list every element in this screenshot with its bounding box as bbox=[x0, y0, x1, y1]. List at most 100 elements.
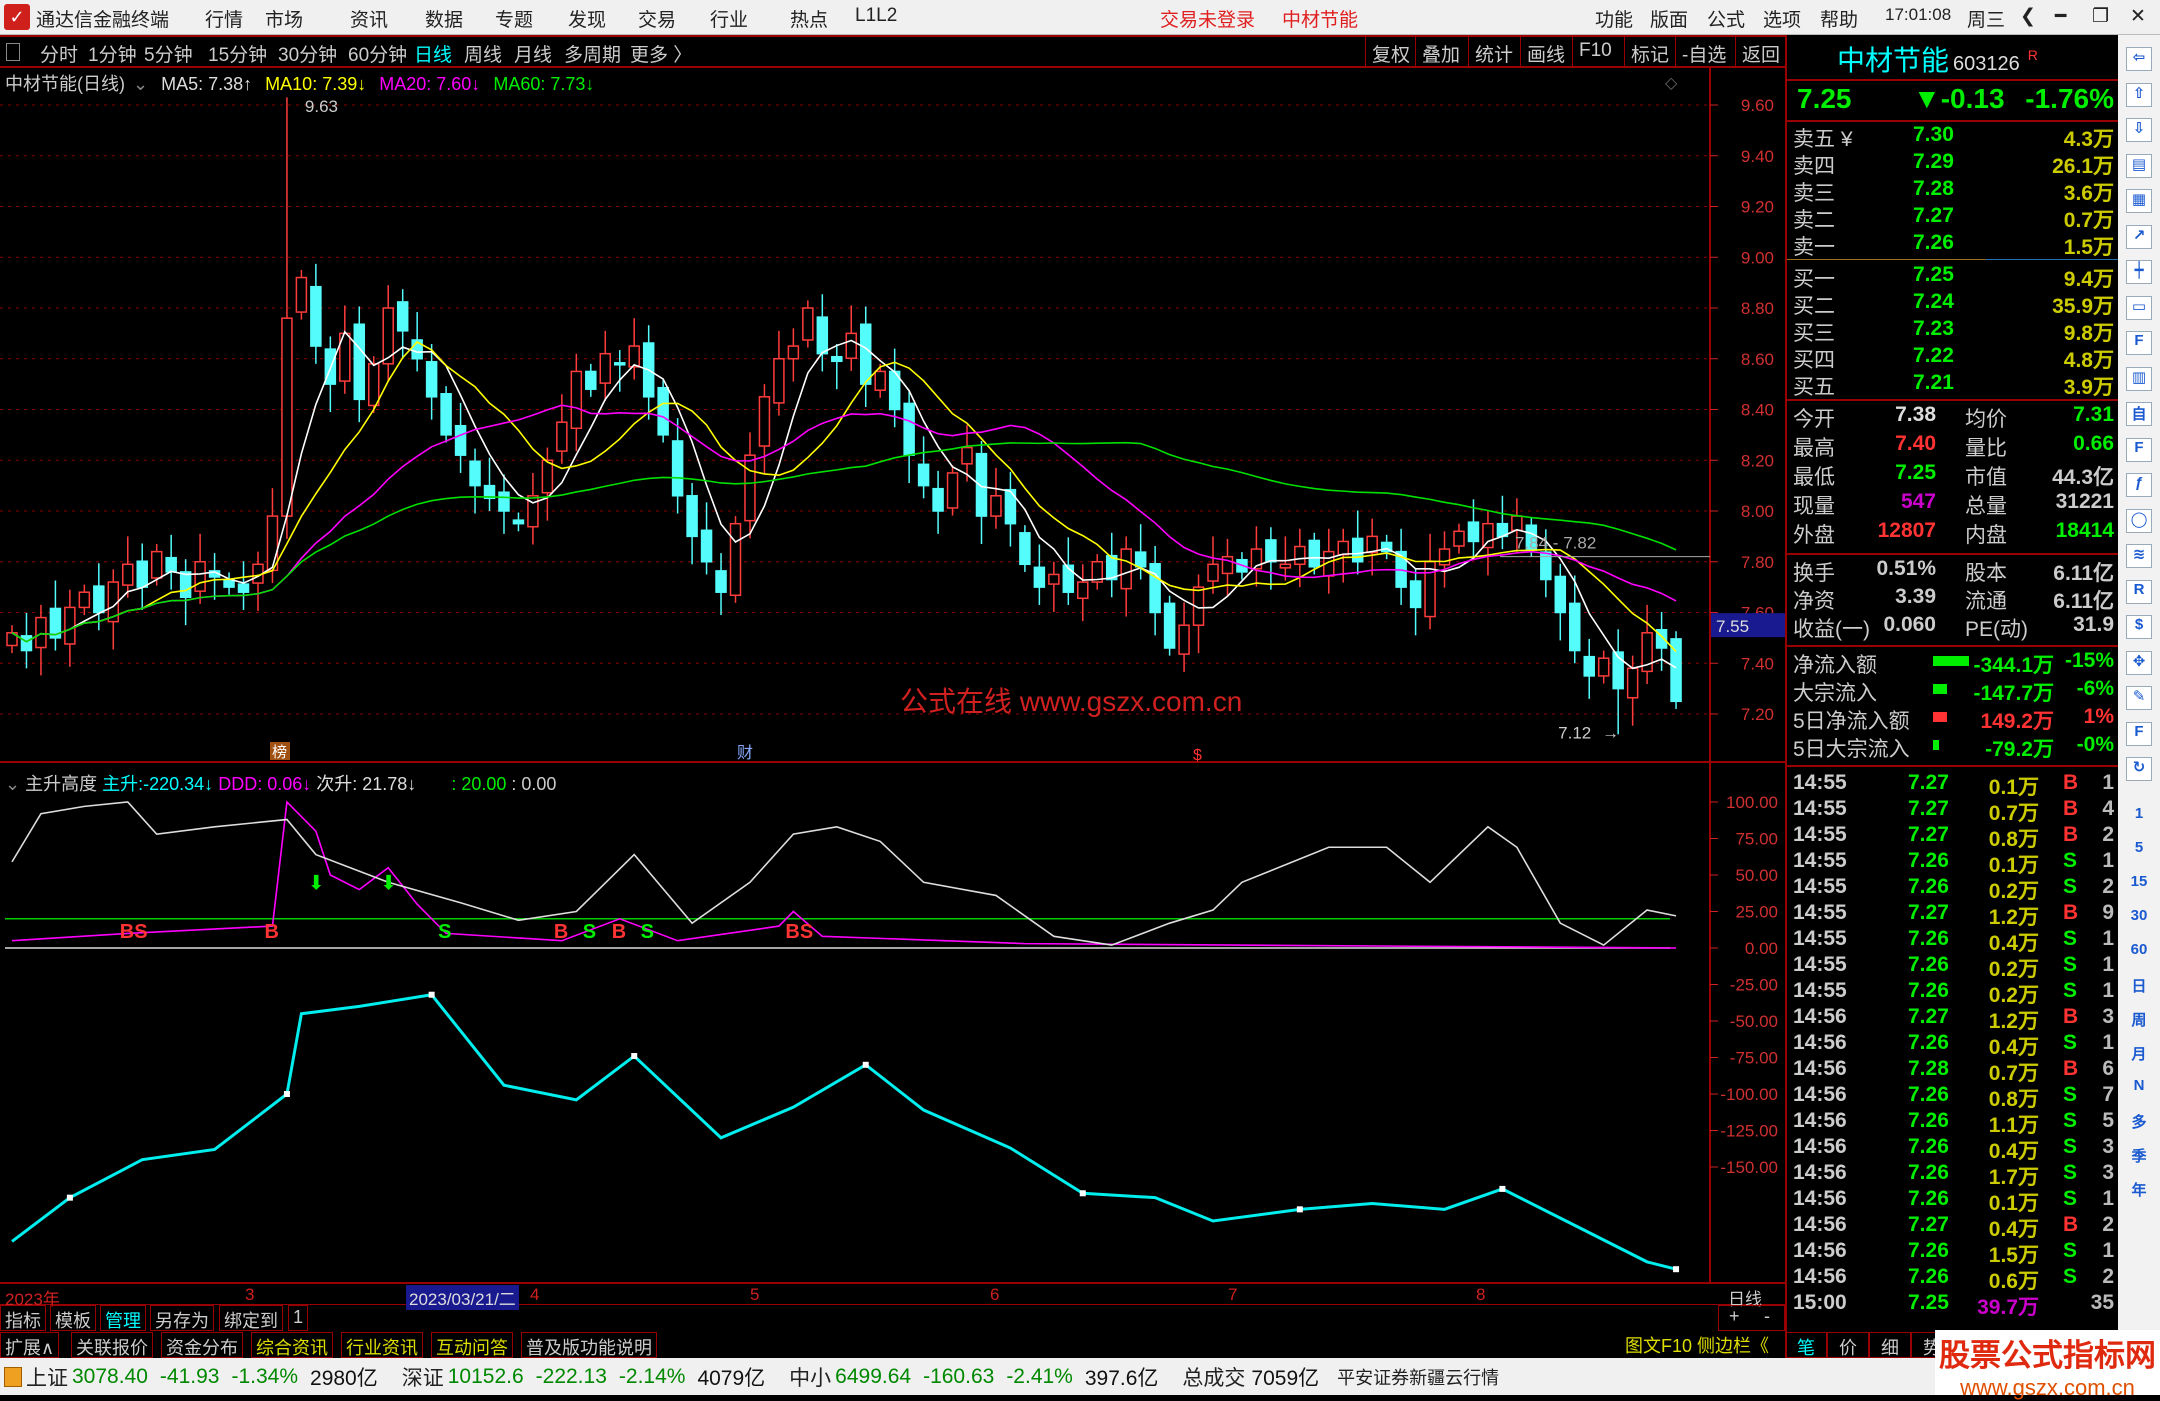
menu-item[interactable]: 发现 bbox=[568, 10, 607, 31]
period-tab[interactable]: 周线 bbox=[464, 45, 503, 66]
period-tab[interactable]: 1分钟 bbox=[88, 45, 137, 66]
menu-item[interactable]: 资讯 bbox=[350, 10, 389, 31]
period-tab[interactable]: 60分钟 bbox=[348, 45, 408, 66]
close-icon[interactable]: ✕ bbox=[2130, 6, 2146, 27]
sidebar-period-button[interactable]: 15 bbox=[2130, 873, 2148, 890]
panel-toggle-icon[interactable] bbox=[6, 43, 20, 61]
candle-icon[interactable]: ┿ bbox=[2126, 260, 2152, 284]
candle-body bbox=[368, 363, 380, 407]
arrow-down-icon[interactable]: ⇩ bbox=[2126, 118, 2152, 142]
chart-tool-button[interactable]: 复权 bbox=[1365, 37, 1416, 68]
sidebar-period-button[interactable]: 5 bbox=[2134, 839, 2144, 856]
formula-icon[interactable]: ƒ bbox=[2126, 473, 2152, 497]
restore-icon[interactable]: ❐ bbox=[2092, 6, 2110, 27]
circle-icon[interactable]: ◯ bbox=[2126, 508, 2152, 533]
dollar-icon[interactable]: $ bbox=[2126, 615, 2152, 639]
sidebar-period-button[interactable]: 季 bbox=[2131, 1148, 2147, 1165]
chart-tool-button[interactable]: 返回 bbox=[1735, 37, 1786, 68]
minimize-icon[interactable]: ━ bbox=[2055, 6, 2067, 27]
menu-item[interactable]: 版面 bbox=[1650, 10, 1689, 31]
indicator-tab[interactable]: 绑定到 bbox=[219, 1305, 283, 1331]
menu-item[interactable]: 交易 bbox=[638, 10, 677, 31]
sidebar-toggle[interactable]: 侧边栏《 bbox=[1697, 1336, 1770, 1356]
period-tab[interactable]: 15分钟 bbox=[208, 45, 268, 66]
f10-link[interactable]: 图文F10 bbox=[1625, 1336, 1693, 1356]
wave-icon[interactable]: ≋ bbox=[2126, 544, 2152, 568]
candle-body bbox=[194, 561, 206, 592]
chart-tool-button[interactable]: F10 bbox=[1572, 37, 1618, 68]
indicator-tab[interactable]: 1 bbox=[288, 1305, 309, 1331]
f5-icon[interactable]: F bbox=[2126, 721, 2152, 746]
back-icon[interactable]: ❮ bbox=[2020, 6, 2036, 27]
period-tab[interactable]: 5分钟 bbox=[144, 45, 193, 66]
login-status[interactable]: 交易未登录 bbox=[1160, 10, 1256, 31]
menu-item[interactable]: L1L2 bbox=[855, 5, 898, 26]
f12-icon[interactable]: F bbox=[2126, 437, 2152, 462]
indicator-tab[interactable]: 指标 bbox=[0, 1305, 46, 1331]
sidebar-period-button[interactable]: 周 bbox=[2131, 1012, 2147, 1029]
menu-item[interactable]: 热点 bbox=[790, 10, 829, 31]
info-tab[interactable]: 普及版功能说明 bbox=[521, 1332, 657, 1358]
chart-tool-button[interactable]: 画线 bbox=[1520, 37, 1571, 68]
period-tab[interactable]: 多周期 bbox=[564, 45, 622, 66]
table-icon[interactable]: ▦ bbox=[2126, 189, 2152, 213]
collapse-icon[interactable]: ⌄ bbox=[133, 74, 149, 94]
menu-item[interactable]: 帮助 bbox=[1820, 10, 1859, 31]
menu-item[interactable]: 市场 bbox=[265, 10, 304, 31]
indicator-tab[interactable]: 模板 bbox=[50, 1305, 96, 1331]
f10-icon[interactable]: F bbox=[2126, 331, 2152, 355]
rsi-icon[interactable]: R bbox=[2126, 579, 2152, 604]
sidebar-period-button[interactable]: 多 bbox=[2131, 1114, 2147, 1131]
arrow-left-icon[interactable]: ⇦ bbox=[2126, 47, 2152, 71]
menu-item[interactable]: 选项 bbox=[1763, 10, 1802, 31]
info-tab[interactable]: 互动问答 bbox=[431, 1332, 513, 1358]
period-tab[interactable]: 更多 〉 bbox=[630, 45, 693, 66]
sidebar-period-button[interactable]: 日 bbox=[2131, 978, 2147, 995]
arrow-up-icon[interactable]: ⇧ bbox=[2126, 82, 2152, 107]
chart-tool-button[interactable]: 标记 bbox=[1624, 37, 1675, 68]
zoom-out-button[interactable]: - bbox=[1764, 1306, 1770, 1326]
period-tab[interactable]: 分时 bbox=[40, 45, 79, 66]
tick-tab[interactable]: 价 bbox=[1827, 1332, 1869, 1358]
kline-chart[interactable]: 9.60 9.40 9.20 9.00 8.80 8.60 8.40 8.20 8.00 7.80… bbox=[0, 0, 1785, 1282]
info-tab[interactable]: 行业资讯 bbox=[341, 1332, 423, 1358]
indicator-tab[interactable]: 另存为 bbox=[150, 1305, 214, 1331]
sidebar-period-button[interactable]: N bbox=[2133, 1077, 2145, 1094]
refresh-icon[interactable]: ↻ bbox=[2126, 757, 2152, 781]
menu-item[interactable]: 数据 bbox=[425, 10, 464, 31]
period-tab[interactable]: 日线 bbox=[414, 45, 453, 66]
chart-tool-button[interactable]: 统计 bbox=[1468, 37, 1519, 68]
tree-icon[interactable]: ▥ bbox=[2126, 366, 2152, 391]
sidebar-period-button[interactable]: 1 bbox=[2134, 805, 2144, 822]
info-tab[interactable]: 扩展∧ bbox=[0, 1332, 60, 1358]
sidebar-period-button[interactable]: 年 bbox=[2131, 1182, 2147, 1199]
tick-tab[interactable]: 细 bbox=[1869, 1332, 1911, 1358]
chart-tool-button[interactable]: 叠加 bbox=[1415, 37, 1466, 68]
move-icon[interactable]: ✥ bbox=[2126, 650, 2152, 675]
sidebar-period-button[interactable]: 月 bbox=[2131, 1046, 2147, 1063]
sidebar-period-button[interactable]: 30 bbox=[2130, 907, 2148, 924]
collapse-icon[interactable]: ⌄ bbox=[5, 774, 21, 794]
menu-item[interactable]: 公式 bbox=[1707, 10, 1746, 31]
menu-item[interactable]: 行业 bbox=[710, 10, 749, 31]
indicator-tab[interactable]: 管理 bbox=[100, 1305, 146, 1331]
pencil-icon[interactable]: ✎ bbox=[2126, 686, 2152, 710]
report-icon[interactable]: ▤ bbox=[2126, 153, 2152, 178]
zoom-in-button[interactable]: + bbox=[1729, 1306, 1740, 1326]
menu-item[interactable]: 功能 bbox=[1595, 10, 1634, 31]
list-icon[interactable]: ▭ bbox=[2126, 295, 2152, 320]
info-tab[interactable]: 关联报价 bbox=[71, 1332, 153, 1358]
candle-body bbox=[556, 421, 568, 452]
info-tab[interactable]: 综合资讯 bbox=[251, 1332, 333, 1358]
line-chart-icon[interactable]: ↗ bbox=[2126, 224, 2152, 249]
self-icon[interactable]: 自 bbox=[2126, 402, 2152, 426]
tick-side: S bbox=[2063, 1265, 2078, 1288]
candle-body bbox=[1351, 537, 1364, 563]
period-tab[interactable]: 月线 bbox=[514, 45, 553, 66]
period-tab[interactable]: 30分钟 bbox=[278, 45, 338, 66]
info-tab[interactable]: 资金分布 bbox=[161, 1332, 243, 1358]
menu-item[interactable]: 行情 bbox=[205, 10, 244, 31]
sidebar-period-button[interactable]: 60 bbox=[2130, 941, 2148, 958]
menu-item[interactable]: 专题 bbox=[495, 10, 534, 31]
chart-tool-button[interactable]: -自选 bbox=[1675, 37, 1732, 68]
